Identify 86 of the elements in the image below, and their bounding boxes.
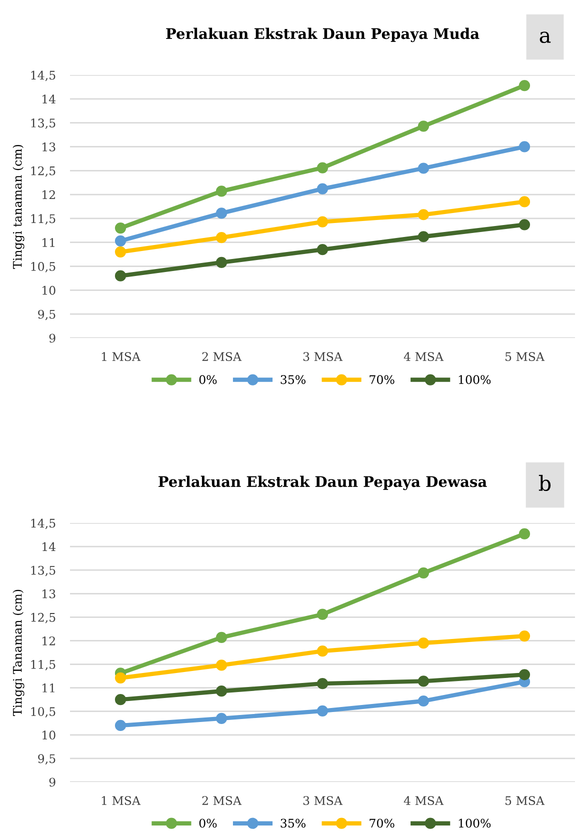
point	[114, 720, 126, 732]
point	[418, 695, 430, 707]
x-tick-label: 5 MSA	[506, 796, 545, 806]
point	[216, 632, 228, 643]
y-tick-label: 11,5	[31, 214, 56, 225]
point	[418, 638, 430, 649]
point	[316, 183, 328, 194]
legend-label: 70%	[370, 375, 394, 384]
y-tick-label: 12	[42, 636, 55, 646]
y-tick-label: 12,5	[31, 612, 56, 624]
point	[518, 528, 530, 540]
point	[518, 630, 530, 642]
legend-label: 100%	[458, 818, 491, 828]
point	[418, 162, 430, 174]
point	[518, 669, 530, 680]
y-tick-label: 10	[42, 730, 56, 740]
y-axis-title: Tinggi Tanaman (cm)	[12, 590, 24, 716]
y-tick-label: 14	[42, 542, 56, 552]
y-tick-label: 14,5	[31, 518, 56, 530]
x-tick-label: 4 MSA	[404, 796, 444, 806]
point	[114, 694, 126, 706]
x-tick-label: 1 MSA	[102, 352, 141, 362]
y-tick-label: 9	[49, 778, 56, 787]
y-tick-label: 14	[42, 94, 56, 104]
y-tick-label: 9,5	[38, 754, 56, 765]
point	[216, 208, 228, 219]
point	[418, 209, 430, 220]
y-tick-label: 10,5	[31, 262, 56, 272]
point	[518, 80, 530, 92]
y-tick-label: 11	[42, 684, 54, 692]
legend-label: 35%	[280, 818, 306, 828]
y-tick-label: 13,5	[31, 566, 56, 576]
y-tick-label: 9	[49, 334, 56, 343]
x-tick-label: 1 MSA	[102, 796, 141, 806]
y-tick-label: 10	[42, 286, 56, 295]
y-tick-label: 11	[42, 238, 54, 247]
point	[216, 186, 228, 197]
x-tick-label: 3 MSA	[303, 796, 343, 806]
point	[418, 231, 430, 242]
point	[114, 222, 126, 234]
chart-title: Perlakuan Ekstrak Daun Pepaya Dewasa	[158, 476, 487, 490]
point	[216, 712, 228, 724]
legend-label: 100%	[458, 375, 491, 384]
point	[518, 196, 530, 208]
point	[418, 567, 430, 578]
point	[518, 219, 530, 230]
x-tick-label: 3 MSA	[303, 352, 343, 362]
text: a	[540, 32, 551, 44]
point	[418, 676, 430, 687]
point	[216, 232, 228, 244]
y-tick-label: 13	[42, 142, 56, 152]
text: b	[538, 474, 551, 492]
point	[216, 660, 228, 671]
legend-label: 70%	[370, 818, 394, 828]
point	[316, 646, 328, 657]
x-tick-label: 4 MSA	[404, 352, 444, 362]
point	[216, 256, 228, 268]
point	[114, 270, 126, 282]
chart-title: Perlakuan Ekstrak Daun Pepaya Muda	[166, 28, 480, 42]
y-tick-label: 12,5	[31, 166, 56, 177]
point	[418, 120, 430, 132]
legend-label: 0%	[199, 818, 217, 828]
point	[316, 162, 328, 174]
point	[316, 608, 328, 620]
point	[114, 246, 126, 258]
point	[216, 686, 228, 697]
x-tick-label: 5 MSA	[506, 352, 545, 362]
x-tick-label: 2 MSA	[202, 352, 242, 362]
point	[518, 141, 530, 152]
point	[316, 244, 328, 256]
point	[114, 672, 126, 684]
point	[316, 678, 328, 690]
legend-label: 35%	[280, 375, 306, 384]
y-tick-label: 13	[42, 589, 56, 598]
point	[316, 216, 328, 228]
legend-label: 0%	[199, 375, 217, 384]
y-tick-label: 14,5	[31, 70, 56, 82]
y-tick-label: 9,5	[38, 310, 56, 320]
point	[316, 705, 328, 716]
x-tick-label: 2 MSA	[202, 796, 242, 806]
y-tick-label: 10,5	[31, 707, 56, 718]
y-tick-label: 13,5	[31, 118, 56, 129]
point	[114, 235, 126, 246]
y-tick-label: 12	[42, 190, 55, 200]
y-axis-title: Tinggi tanaman (cm)	[12, 144, 24, 269]
y-tick-label: 11,5	[31, 660, 56, 670]
